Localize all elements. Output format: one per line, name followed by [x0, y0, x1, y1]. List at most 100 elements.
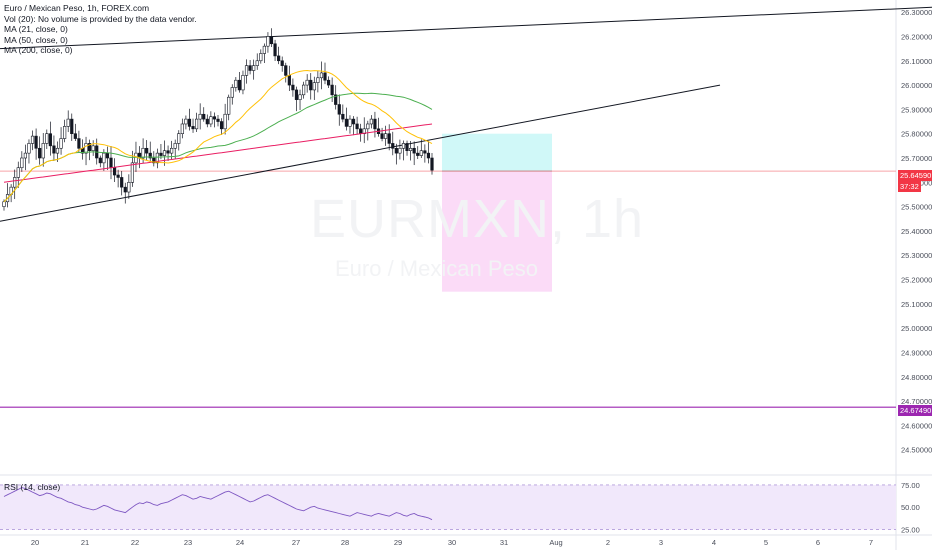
- candle-body: [284, 65, 288, 76]
- y-tick-label: 24.60000: [901, 421, 932, 430]
- x-tick-label: 27: [292, 538, 300, 547]
- x-tick-label: 23: [184, 538, 192, 547]
- candle-body: [430, 157, 434, 171]
- x-tick-label: 28: [341, 538, 349, 547]
- candle-body: [191, 126, 195, 130]
- candle-body: [280, 60, 284, 66]
- candle-body: [70, 118, 74, 134]
- candle-body: [291, 84, 295, 91]
- volume-legend: Vol (20): No volume is provided by the d…: [4, 13, 197, 24]
- candle-body: [237, 79, 242, 91]
- ma200-line: [3, 123, 433, 183]
- candle-body: [391, 143, 395, 149]
- candle-body: [13, 177, 17, 188]
- candle-body: [173, 143, 177, 149]
- candle-body: [16, 167, 20, 178]
- candle-body: [234, 79, 238, 88]
- rsi-tick-label: 50.00: [901, 503, 920, 512]
- x-tick-label: 2: [606, 538, 610, 547]
- y-tick-label: 24.80000: [901, 373, 932, 382]
- candle-body: [426, 152, 431, 159]
- ma21-legend: MA (21, close, 0): [4, 24, 68, 35]
- candle-body: [401, 143, 406, 149]
- candle-body: [30, 135, 35, 144]
- candle-body: [398, 147, 402, 154]
- y-tick-label: 25.70000: [901, 154, 932, 163]
- upper-trendline: [0, 6, 932, 50]
- rsi-tick-label: 25.00: [901, 526, 920, 535]
- candle-body: [419, 150, 423, 156]
- candle-body: [230, 87, 234, 98]
- y-tick-label: 24.70000: [901, 397, 932, 406]
- candle-body: [127, 182, 131, 193]
- candle-body: [116, 174, 120, 178]
- candle-body: [55, 147, 60, 154]
- candle-body: [259, 53, 263, 62]
- ma21-line: [3, 69, 433, 203]
- watermark-symbol: EURMXN, 1h: [310, 189, 645, 249]
- candle-body: [88, 143, 92, 152]
- symbol-title: Euro / Mexican Peso, 1h, FOREX.com: [4, 3, 150, 13]
- current-price-badge: 25.64590: [898, 170, 932, 181]
- y-tick-label: 26.10000: [901, 57, 932, 66]
- ma50-legend: MA (50, close, 0): [4, 34, 68, 45]
- candle-body: [205, 118, 209, 125]
- candle-body: [244, 65, 249, 76]
- candle-body: [255, 60, 259, 66]
- candle-body: [38, 147, 42, 159]
- candle-body: [262, 45, 266, 54]
- candle-body: [269, 36, 274, 45]
- candle-body: [45, 133, 49, 144]
- candle-body: [209, 116, 213, 125]
- candle-body: [27, 143, 31, 154]
- ma50-line: [3, 92, 433, 203]
- y-tick-label: 25.00000: [901, 324, 932, 333]
- candle-body: [366, 123, 370, 130]
- candle-body: [380, 133, 384, 139]
- candle-body: [359, 128, 363, 134]
- candle-body: [294, 89, 299, 100]
- candle-body: [2, 201, 6, 207]
- rsi-line: [3, 487, 433, 521]
- candle-body: [416, 152, 420, 156]
- candle-body: [180, 123, 184, 134]
- candle-body: [351, 118, 356, 125]
- lower-trendline: [0, 84, 721, 222]
- candle-body: [330, 84, 334, 96]
- y-tick-label: 25.90000: [901, 105, 932, 114]
- candle-body: [216, 118, 220, 122]
- candle-body: [316, 77, 320, 83]
- candle-body: [326, 79, 331, 86]
- candle-body: [309, 79, 313, 91]
- x-tick-label: 31: [500, 538, 508, 547]
- y-tick-label: 25.20000: [901, 276, 932, 285]
- candle-body: [91, 145, 95, 152]
- y-tick-label: 25.50000: [901, 203, 932, 212]
- x-tick-label: 3: [659, 538, 663, 547]
- candle-body: [387, 133, 391, 144]
- rsi-band: [0, 484, 896, 530]
- candle-body: [109, 157, 113, 169]
- candle-body: [369, 118, 373, 125]
- watermark-description: Euro / Mexican Peso: [335, 256, 538, 281]
- candle-body: [34, 135, 38, 149]
- x-tick-label: 20: [31, 538, 39, 547]
- candle-body: [266, 36, 270, 47]
- x-tick-label: 7: [869, 538, 873, 547]
- x-tick-label: 4: [712, 538, 716, 547]
- x-tick-label: Aug: [549, 538, 562, 547]
- candle-body: [23, 152, 28, 159]
- x-tick-label: 22: [131, 538, 139, 547]
- x-tick-label: 29: [394, 538, 402, 547]
- candle-body: [63, 126, 67, 139]
- y-tick-label: 26.30000: [901, 8, 932, 17]
- candle-body: [41, 143, 45, 159]
- y-tick-label: 24.90000: [901, 348, 932, 357]
- candle-body: [334, 94, 338, 105]
- candle-body: [141, 147, 145, 159]
- candle-body: [384, 133, 388, 139]
- candle-body: [184, 118, 188, 125]
- x-tick-label: 24: [236, 538, 244, 547]
- candle-body: [408, 147, 413, 152]
